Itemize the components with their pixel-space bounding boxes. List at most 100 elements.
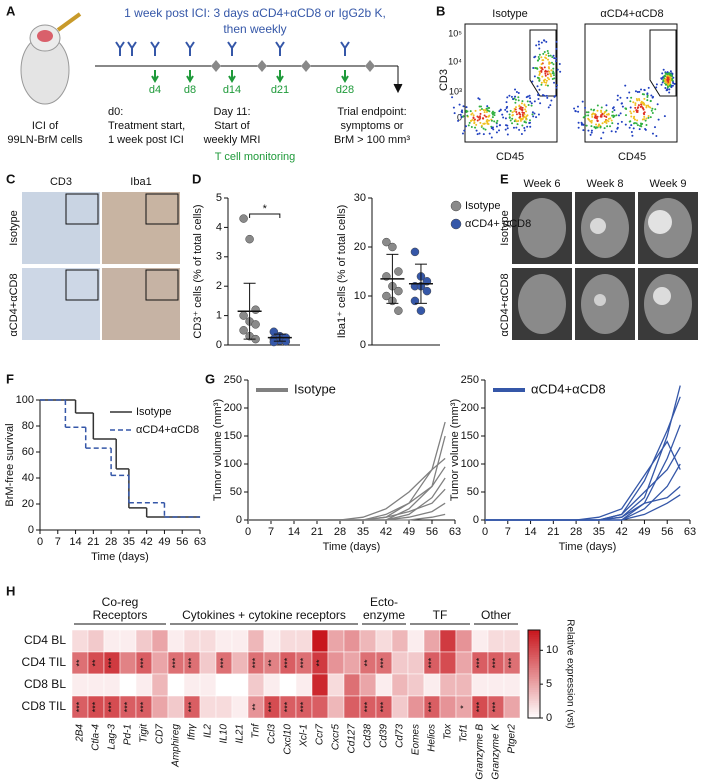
event-dot <box>538 47 541 50</box>
event-dot <box>662 79 665 82</box>
significance-label: * <box>458 705 468 709</box>
row-label: CD8 BL <box>24 677 66 691</box>
event-dot <box>498 110 501 113</box>
event-dot <box>480 124 483 127</box>
significance-label: *** <box>298 657 308 668</box>
x-tick-label: 14 <box>288 526 300 538</box>
heatmap-cell <box>359 629 377 653</box>
event-dot <box>491 110 494 113</box>
significance-label: *** <box>506 657 516 668</box>
axis-label: CD3 <box>438 69 450 91</box>
event-dot <box>629 100 632 103</box>
event-dot <box>517 99 520 102</box>
significance-label: *** <box>218 657 228 668</box>
column-label: Ccl3 <box>267 724 278 744</box>
event-dot <box>548 62 551 65</box>
heatmap-cell <box>167 629 185 653</box>
heatmap-cell <box>263 673 281 697</box>
event-dot <box>452 106 455 109</box>
event-dot <box>511 122 514 125</box>
event-dot <box>469 110 472 113</box>
x-tick-label: 28 <box>334 526 346 538</box>
timeline-text: 1 week post ICI <box>108 134 184 146</box>
data-point <box>251 305 260 314</box>
event-dot <box>479 108 482 111</box>
event-dot <box>610 119 613 122</box>
dose-label: d21 <box>271 84 289 96</box>
event-dot <box>599 125 602 128</box>
event-dot <box>597 123 600 126</box>
group-label: Other <box>481 608 511 622</box>
event-dot <box>478 105 481 108</box>
event-dot <box>506 133 509 136</box>
event-dot <box>543 66 546 69</box>
heatmap-cell <box>263 629 281 653</box>
y-axis-label: Iba1⁺ cells (% of total cells) <box>336 205 348 339</box>
event-dot <box>546 76 549 79</box>
x-tick-label: 63 <box>449 526 461 538</box>
heatmap-cell <box>199 673 217 697</box>
event-dot <box>630 96 633 99</box>
event-dot <box>617 122 620 125</box>
event-dot <box>617 114 620 117</box>
colorbar-step <box>528 678 540 682</box>
event-dot <box>629 110 632 113</box>
event-dot <box>644 128 647 131</box>
event-dot <box>626 96 629 99</box>
tumor-line <box>248 457 446 521</box>
y-tick-label: 30 <box>354 192 366 204</box>
event-dot <box>665 81 668 84</box>
event-dot <box>645 124 648 127</box>
dose-markers: d4 d8 d14 d21 d28 <box>115 41 375 96</box>
event-dot <box>482 108 485 111</box>
heatmap-cell <box>199 651 217 675</box>
event-dot <box>603 115 606 118</box>
event-dot <box>476 133 479 136</box>
event-dot <box>533 75 536 78</box>
event-dot <box>605 113 608 116</box>
heatmap-cell <box>295 629 313 653</box>
event-dot <box>550 99 553 102</box>
event-dot <box>523 113 526 116</box>
heatmap-cell <box>231 629 249 653</box>
event-dot <box>545 70 548 73</box>
event-dot <box>540 66 543 69</box>
event-dot <box>531 80 534 83</box>
event-dot <box>540 63 543 66</box>
event-dot <box>538 53 541 56</box>
y-tick-label: 50 <box>467 486 479 498</box>
event-dot <box>671 77 674 80</box>
heatmap-cell <box>439 651 457 675</box>
colorbar-step <box>528 667 540 671</box>
event-dot <box>632 127 635 130</box>
antibody-icon <box>115 41 125 56</box>
legend-label: Isotype <box>294 381 336 396</box>
event-dot <box>535 116 538 119</box>
legend-label: Isotype <box>465 200 500 212</box>
heatmap-cell <box>327 673 345 697</box>
protocol-text: 1 week post ICI: 3 days αCD4+αCD8 or IgG… <box>124 6 386 20</box>
event-dot <box>530 102 533 105</box>
event-dot <box>637 106 640 109</box>
significance-label: *** <box>378 701 388 712</box>
x-tick-label: 14 <box>524 526 536 538</box>
event-dot <box>521 117 524 120</box>
column-label: Week 9 <box>649 178 686 190</box>
event-dot <box>514 106 517 109</box>
column-label: Week 6 <box>523 178 560 190</box>
event-dot <box>491 126 494 129</box>
event-dot <box>638 128 641 131</box>
colorbar-step <box>528 700 540 704</box>
significance-label: *** <box>298 701 308 712</box>
colorbar-step <box>528 669 540 673</box>
event-dot <box>537 55 540 58</box>
event-dot <box>544 74 547 77</box>
event-dot <box>645 106 648 109</box>
event-dot <box>524 105 527 108</box>
panel-label: F <box>6 371 14 386</box>
event-dot <box>538 88 541 91</box>
column-label: IL10 <box>219 724 230 744</box>
event-dot <box>603 112 606 115</box>
event-dot <box>559 70 562 73</box>
